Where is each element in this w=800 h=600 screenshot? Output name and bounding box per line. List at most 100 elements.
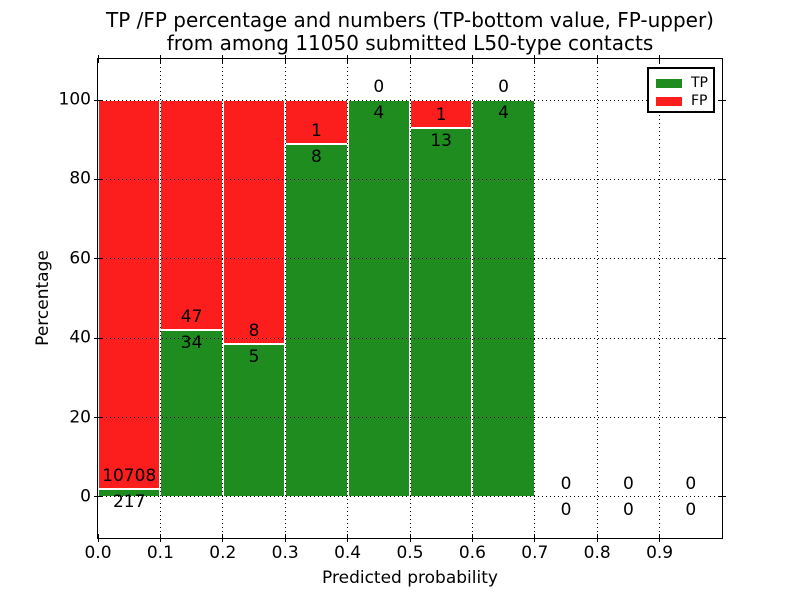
tp-swatch-icon: [656, 78, 682, 88]
tp-count-label: 5: [248, 347, 260, 368]
x-tick-mark: [97, 534, 99, 542]
legend-row-fp: FP: [656, 92, 713, 110]
y-tick-mark: [94, 417, 102, 419]
y-tick-mark: [718, 258, 726, 260]
bar-segment-tp: [472, 100, 535, 497]
bar-segment-tp: [347, 100, 410, 497]
x-tick-mark: [284, 534, 286, 542]
x-tick-mark: [347, 55, 349, 63]
fp-count-label: 0: [498, 77, 510, 97]
y-tick-mark: [94, 178, 102, 180]
y-tick-label: 60: [69, 248, 91, 269]
y-tick-label: 40: [69, 327, 91, 348]
tp-count-label: 0: [560, 499, 572, 520]
legend-row-tp: TP: [656, 74, 713, 92]
x-tick-mark: [409, 534, 411, 542]
x-tick-label: 0.3: [271, 543, 299, 563]
x-tick-label: 0.5: [396, 543, 424, 563]
gridline-vertical: [159, 59, 161, 538]
fp-count-label: 8: [248, 321, 260, 342]
gridline-vertical: [471, 59, 473, 538]
x-tick-label: 0.2: [209, 543, 237, 563]
x-tick-mark: [534, 534, 536, 542]
fp-count-label: 0: [685, 473, 697, 494]
x-tick-label: 0.4: [334, 543, 362, 563]
y-tick-mark: [94, 258, 102, 260]
gridline-vertical: [222, 59, 224, 538]
x-tick-mark: [534, 55, 536, 63]
tp-count-label: 4: [373, 103, 385, 123]
x-tick-mark: [659, 534, 661, 542]
x-tick-mark: [222, 534, 224, 542]
legend: TP FP: [647, 67, 715, 113]
x-tick-mark: [284, 55, 286, 63]
fp-count-label: 10708: [102, 466, 157, 487]
chart-title-line2: from among 11050 submitted L50-type cont…: [166, 31, 654, 55]
y-tick-label: 0: [80, 486, 91, 507]
y-tick-mark: [94, 99, 102, 101]
tp-count-label: 13: [430, 131, 453, 152]
fp-count-label: 0: [373, 77, 385, 97]
x-tick-mark: [222, 55, 224, 63]
tp-count-label: 0: [622, 499, 634, 520]
bar-segment-fp: [222, 100, 286, 345]
fp-count-label: 0: [622, 473, 634, 494]
bar-segment-fp: [98, 100, 161, 490]
fp-count-label: 1: [435, 105, 447, 126]
x-axis-title: Predicted probability: [322, 568, 498, 588]
x-tick-label: 0.7: [521, 543, 549, 563]
plot-area: 10708 217 47 34 8 5 1 8 0 4 1 13 0 4 0 0 0 0 0 0: [94, 55, 726, 542]
fp-count-label: 1: [310, 121, 322, 142]
bar-segment-tp: [222, 344, 286, 497]
x-tick-mark: [596, 534, 598, 542]
tp-count-label: 217: [112, 492, 146, 513]
chart-title-line1: TP /FP percentage and numbers (TP-bottom…: [106, 8, 714, 32]
y-tick-label: 80: [69, 168, 91, 189]
y-tick-mark: [94, 337, 102, 339]
x-tick-label: 0.8: [583, 543, 611, 563]
chart-title: TP /FP percentage and numbers (TP-bottom…: [106, 9, 714, 55]
gridline-vertical: [659, 59, 661, 538]
x-tick-label: 0.0: [84, 543, 112, 563]
gridline-vertical: [347, 59, 349, 538]
y-tick-mark: [718, 99, 726, 101]
bar-segment-fp: [410, 100, 473, 129]
legend-label-tp: TP: [691, 75, 708, 91]
gridline-vertical: [409, 59, 411, 538]
bar-segment-tp: [98, 489, 161, 497]
y-tick-mark: [718, 178, 726, 180]
x-tick-label: 0.9: [646, 543, 674, 563]
y-tick-mark: [718, 337, 726, 339]
x-tick-mark: [97, 55, 99, 63]
y-tick-mark: [718, 417, 726, 419]
x-tick-mark: [409, 55, 411, 63]
bar-segment-tp: [160, 330, 223, 497]
gridline-vertical: [596, 59, 598, 538]
bar-segment-fp: [285, 100, 348, 145]
x-tick-mark: [159, 534, 161, 542]
y-tick-mark: [718, 496, 726, 498]
x-tick-mark: [471, 55, 473, 63]
bar-segment-tp: [285, 144, 348, 497]
tp-count-label: 4: [498, 103, 510, 123]
x-tick-mark: [159, 55, 161, 63]
gridline-vertical: [284, 59, 286, 538]
x-tick-mark: [659, 55, 661, 63]
fp-count-label: 0: [560, 473, 572, 494]
x-tick-mark: [596, 55, 598, 63]
tp-count-label: 0: [685, 499, 697, 520]
y-tick-label: 20: [69, 407, 91, 428]
fp-count-label: 47: [180, 307, 203, 328]
tp-count-label: 34: [180, 333, 203, 354]
y-tick-mark: [94, 496, 102, 498]
fp-swatch-icon: [656, 96, 682, 106]
tp-count-label: 8: [310, 147, 322, 168]
y-axis-title: Percentage: [33, 250, 53, 346]
gridline-vertical: [534, 59, 536, 538]
x-tick-label: 0.6: [458, 543, 486, 563]
x-tick-label: 0.1: [146, 543, 174, 563]
legend-label-fp: FP: [691, 93, 708, 109]
y-tick-label: 100: [58, 89, 91, 110]
bar-segment-tp: [410, 128, 473, 497]
